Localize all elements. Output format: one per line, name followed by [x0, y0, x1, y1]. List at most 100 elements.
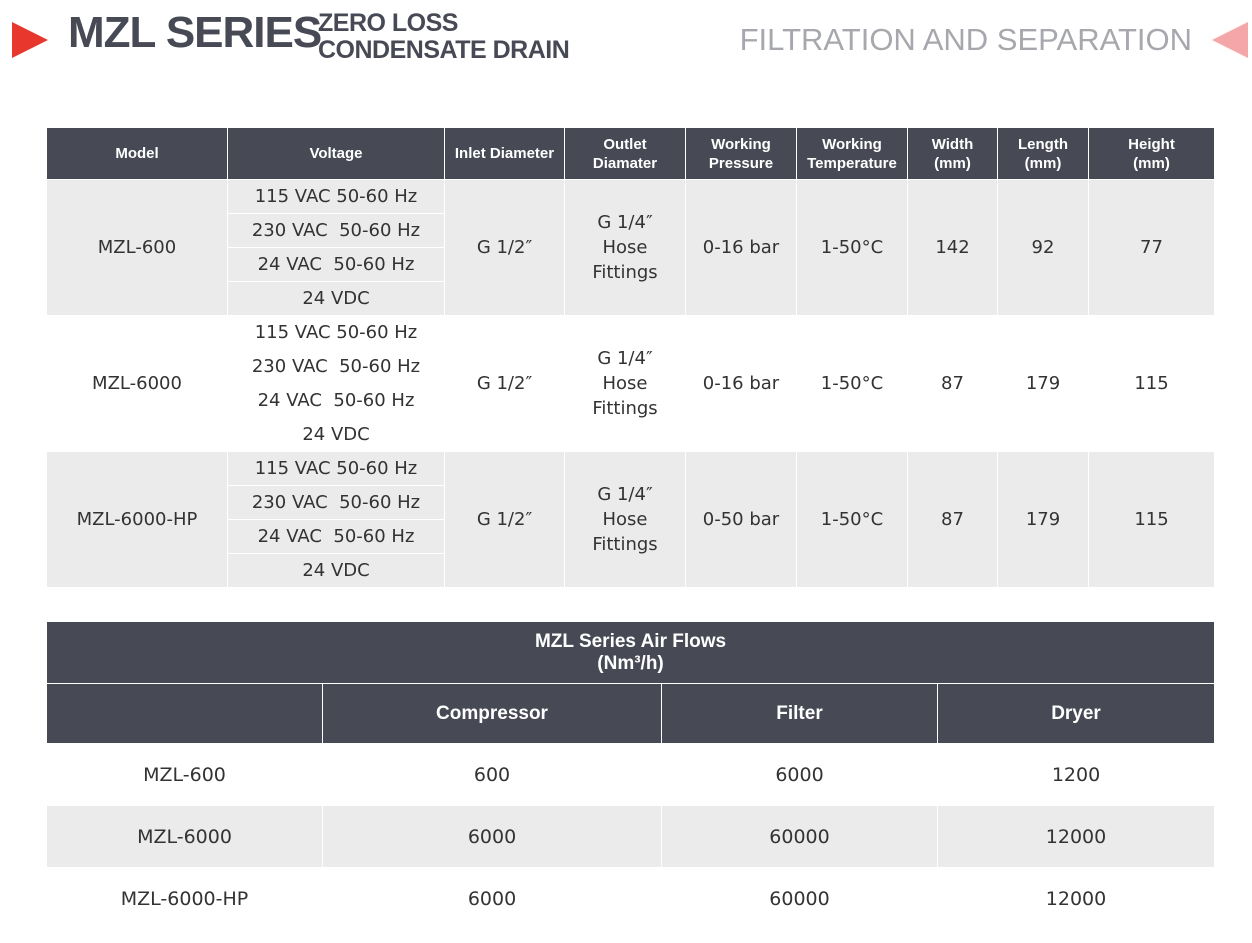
spec-row: 230 VAC 50-60 Hz — [47, 485, 1215, 520]
text-line: MZL Series Air Flows — [534, 630, 727, 652]
voltage-cell: 24 VDC — [227, 417, 445, 452]
flow-cell: 1200 — [936, 743, 1216, 806]
model-cell: MZL-6000-HP — [46, 451, 228, 588]
column-header: Working Temperature — [796, 127, 908, 180]
flow-cell: 6000 — [661, 743, 938, 806]
spec-row: 230 VAC 50-60 Hz — [47, 349, 1215, 384]
text-line: Temperature — [807, 154, 897, 172]
text-line: Fittings — [592, 534, 658, 555]
voltage-cell: 24 VDC — [227, 553, 445, 588]
spec-row: 24 VDC — [47, 281, 1215, 316]
spec-row: 24 VAC 50-60 Hz — [47, 519, 1215, 554]
column-header: Compressor — [322, 683, 662, 744]
voltage-cell: 115 VAC 50-60 Hz — [227, 315, 445, 350]
airflow-row: MZL-600 600 6000 1200 — [46, 743, 1216, 806]
text-line: (Nm³/h) — [597, 652, 664, 674]
height-cell: 115 — [1088, 451, 1215, 588]
text-line: Hose — [602, 373, 648, 394]
length-cell: 179 — [997, 451, 1089, 588]
voltage-cell: 24 VAC 50-60 Hz — [227, 383, 445, 418]
section-title: FILTRATION AND SEPARATION — [739, 22, 1192, 57]
column-header: Model — [46, 127, 228, 180]
text-line: Voltage — [309, 145, 363, 162]
airflow-row: MZL-6000 6000 60000 12000 — [46, 805, 1216, 868]
voltage-cell: 230 VAC 50-60 Hz — [227, 349, 445, 384]
spec-row: 230 VAC 50-60 Hz — [47, 213, 1215, 248]
width-cell: 142 — [907, 179, 998, 316]
text-line: G 1/4″ — [597, 484, 653, 505]
red-triangle — [12, 22, 48, 58]
flow-cell: 6000 — [322, 867, 662, 930]
width-cell: 87 — [907, 315, 998, 452]
text-line: G 1/4″ — [597, 348, 653, 369]
temperature-cell: 1-50°C — [796, 315, 908, 452]
text-line: Pressure — [708, 154, 774, 172]
pressure-cell: 0-50 bar — [685, 451, 797, 588]
text-line: (mm) — [1024, 154, 1062, 172]
outlet-cell: G 1/4″ Hose Fittings — [564, 451, 686, 588]
model-cell: MZL-6000-HP — [46, 867, 323, 930]
empty-header — [46, 683, 323, 744]
outlet-cell: G 1/4″ Hose Fittings — [564, 315, 686, 452]
spec-row: 24 VAC 50-60 Hz — [47, 247, 1215, 282]
inlet-cell: G 1/2″ — [444, 179, 565, 316]
flow-cell: 60000 — [661, 805, 938, 868]
temperature-cell: 1-50°C — [796, 179, 908, 316]
voltage-cell: 115 VAC 50-60 Hz — [227, 451, 445, 486]
text-line: Fittings — [592, 398, 658, 419]
header-row: Model Voltage Inlet Diameter Outlet Diamater… — [46, 127, 1215, 180]
spec-row: MZL-6000 115 VAC 50-60 Hz G 1/2″ G 1/4″ Hose… — [46, 315, 1215, 452]
airflow-table: MZL Series Air Flows (Nm³/h) Compressor Fil… — [45, 621, 1216, 930]
model-cell: MZL-6000 — [46, 805, 323, 868]
text-line: Length — [1018, 135, 1068, 153]
inlet-cell: G 1/2″ — [444, 451, 565, 588]
column-header: Width (mm) — [907, 127, 998, 180]
text-line: Model — [115, 145, 159, 162]
voltage-cell: 115 VAC 50-60 Hz — [227, 179, 445, 214]
length-cell: 179 — [997, 315, 1089, 452]
text-line: Working — [711, 135, 771, 153]
outlet-cell: G 1/4″ Hose Fittings — [564, 179, 686, 316]
text-line: G 1/4″ — [597, 212, 653, 233]
text-line: Fittings — [592, 262, 658, 283]
height-cell: 115 — [1088, 315, 1215, 452]
text-line: Height — [1128, 135, 1175, 153]
text-line: Hose — [602, 237, 648, 258]
column-header: Outlet Diamater — [564, 127, 686, 180]
height-cell: 77 — [1088, 179, 1215, 316]
spec-row: MZL-600 115 VAC 50-60 Hz G 1/2″ G 1/4″ Hose F… — [46, 179, 1215, 316]
specs-table: Model Voltage Inlet Diameter Outlet Diamater… — [46, 127, 1215, 588]
pressure-cell: 0-16 bar — [685, 315, 797, 452]
voltage-cell: 24 VAC 50-60 Hz — [227, 519, 445, 554]
flow-cell: 12000 — [936, 805, 1216, 868]
spec-row: MZL-6000-HP 115 VAC 50-60 Hz G 1/2″ G 1/4″ H… — [46, 451, 1215, 588]
pressure-cell: 0-16 bar — [685, 179, 797, 316]
text-line: Diamater — [592, 154, 658, 172]
title-row: MZL Series Air Flows (Nm³/h) — [45, 621, 1216, 684]
series-title: MZL SERIES — [68, 8, 322, 57]
text-line: (mm) — [934, 154, 971, 172]
column-header: Working Pressure — [685, 127, 797, 180]
model-cell: MZL-600 — [46, 179, 228, 316]
column-header: Filter — [661, 683, 938, 744]
width-cell: 87 — [907, 451, 998, 588]
column-header: Height (mm) — [1088, 127, 1215, 180]
model-cell: MZL-600 — [46, 743, 323, 806]
pink-triangle — [1212, 22, 1248, 58]
column-header: Voltage — [227, 127, 445, 180]
flow-cell: 60000 — [661, 867, 938, 930]
airflow-row: MZL-6000-HP 6000 60000 12000 — [46, 867, 1216, 930]
voltage-cell: 230 VAC 50-60 Hz — [227, 485, 445, 520]
length-cell: 92 — [997, 179, 1089, 316]
spec-row: 24 VDC — [47, 553, 1215, 588]
voltage-cell: 24 VAC 50-60 Hz — [227, 247, 445, 282]
header-row: Compressor Filter Dryer — [46, 683, 1216, 744]
temperature-cell: 1-50°C — [796, 451, 908, 588]
subtitle-line: CONDENSATE DRAIN — [318, 36, 570, 64]
subtitle-line: ZERO LOSS — [318, 9, 458, 37]
table-title: MZL Series Air Flows (Nm³/h) — [45, 621, 1216, 684]
model-cell: MZL-6000 — [46, 315, 228, 452]
text-line: Width — [931, 135, 974, 153]
column-header: Dryer — [936, 683, 1216, 744]
